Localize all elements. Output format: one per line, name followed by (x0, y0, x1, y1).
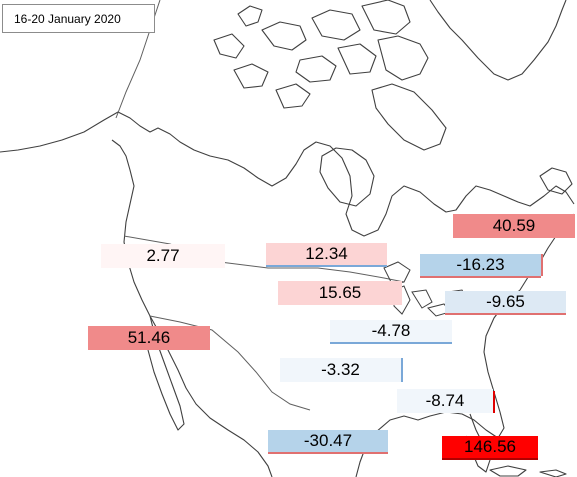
value-label-mid-atlantic: -9.65 (445, 291, 566, 315)
value-label-south-central: -3.32 (280, 358, 401, 382)
value-bar-great-lakes-east (541, 254, 543, 276)
greenland-outline (429, 0, 567, 81)
value-label-pacific-northwest: 2.77 (101, 244, 225, 268)
hudson-bay (319, 147, 375, 207)
value-label-upper-midwest: 15.65 (278, 281, 402, 305)
value-label-northeast: 40.59 (453, 214, 575, 238)
value-label-ohio-valley: -4.78 (330, 320, 452, 344)
us-mexico-border (149, 315, 311, 411)
arctic-islands (213, 0, 429, 109)
great-lakes (383, 261, 467, 317)
newfoundland (539, 167, 573, 195)
value-bar-south-central (401, 358, 403, 382)
value-label-gulf-coast: -30.47 (268, 430, 388, 454)
value-label-west: 51.46 (88, 326, 210, 350)
value-bar-southeast (493, 391, 495, 413)
baffin-island (371, 83, 447, 151)
baja-california (147, 315, 185, 431)
date-range-label: 16-20 January 2020 (2, 4, 155, 33)
value-label-florida: 146.56 (442, 436, 538, 460)
value-label-great-lakes-east: -16.23 (420, 254, 541, 278)
value-label-southeast: -8.74 (397, 389, 493, 413)
caribbean-islands (489, 465, 567, 477)
value-label-north-central: 12.34 (266, 243, 387, 267)
